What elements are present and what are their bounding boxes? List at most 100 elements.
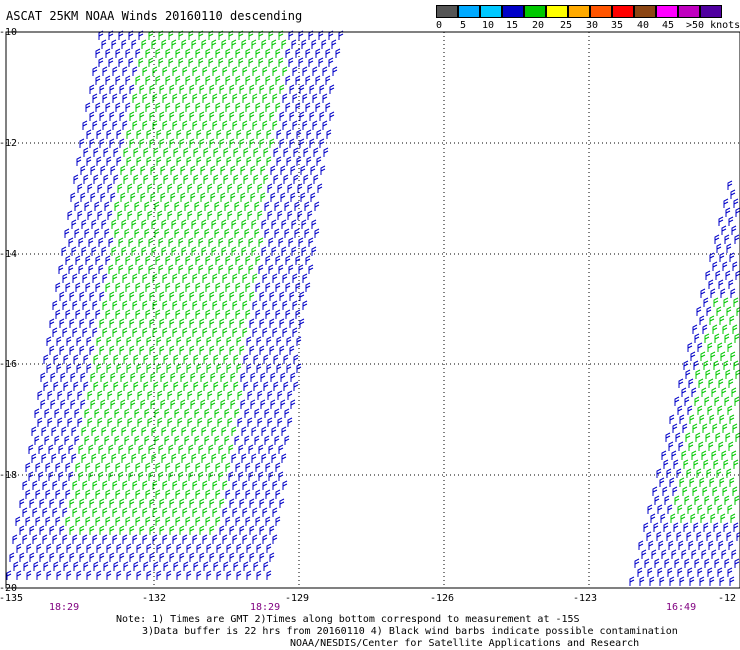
wind-barb (275, 462, 281, 472)
wind-barb (118, 471, 124, 481)
wind-barb (195, 489, 201, 499)
wind-barb (124, 228, 130, 238)
wind-barb (148, 237, 154, 247)
wind-barb (81, 453, 87, 463)
wind-barb (48, 444, 54, 454)
wind-barb (163, 561, 169, 571)
wind-barb (123, 381, 129, 391)
wind-barb (229, 138, 235, 148)
wind-barb (172, 93, 178, 103)
wind-barb (223, 381, 229, 391)
wind-barb (326, 129, 332, 139)
wind-barb (137, 210, 143, 220)
wind-barb (66, 570, 72, 580)
wind-barb (706, 468, 712, 478)
wind-barb (199, 291, 205, 301)
wind-barb (262, 273, 268, 283)
wind-barb (717, 567, 723, 577)
wind-barb (126, 363, 132, 373)
wind-barb (224, 408, 230, 418)
wind-barb (242, 534, 248, 544)
wind-barb (85, 309, 91, 319)
wind-barb (281, 39, 287, 49)
wind-barb (308, 57, 314, 67)
wind-barb (92, 93, 98, 103)
wind-barb (202, 66, 208, 76)
wind-barb (296, 129, 302, 139)
wind-barb (670, 513, 676, 523)
wind-barb (89, 84, 95, 94)
wind-barb (35, 489, 41, 499)
wind-barb (194, 228, 200, 238)
wind-barb (106, 363, 112, 373)
wind-barb (116, 336, 122, 346)
wind-barb (189, 318, 195, 328)
wind-barb (112, 327, 118, 337)
wind-barb (175, 516, 181, 526)
wind-barb (209, 84, 215, 94)
wind-barb (257, 210, 263, 220)
wind-barb (31, 426, 37, 436)
wind-barb (311, 246, 317, 256)
wind-barb (292, 93, 298, 103)
wind-barb (178, 264, 184, 274)
wind-barb (727, 342, 733, 352)
wind-barb (97, 417, 103, 427)
wind-barb (119, 345, 125, 355)
wind-barb (291, 219, 297, 229)
wind-barb (81, 219, 87, 229)
wind-barb (193, 381, 199, 391)
colorbar-cell-5 (524, 5, 546, 18)
wind-barb (129, 525, 135, 535)
wind-barb (279, 498, 285, 508)
wind-barb (698, 540, 704, 550)
wind-barb (195, 309, 201, 319)
wind-barb (729, 477, 735, 487)
wind-barb (92, 327, 98, 337)
wind-barb (133, 147, 139, 157)
wind-barb (279, 318, 285, 328)
wind-barb (215, 282, 221, 292)
wind-barb (141, 246, 147, 256)
wind-barb (115, 75, 121, 85)
wind-barb (52, 480, 58, 490)
wind-barb (273, 174, 279, 184)
wind-barb (660, 513, 666, 523)
wind-barb (261, 426, 267, 436)
wind-barb (145, 255, 151, 265)
wind-barb (56, 336, 62, 346)
wind-barb (303, 174, 309, 184)
wind-barb (212, 93, 218, 103)
wind-barb (135, 255, 141, 265)
wind-barb (208, 237, 214, 247)
wind-barb (105, 489, 111, 499)
wind-barb (242, 66, 248, 76)
wind-barb (203, 381, 209, 391)
wind-barb (150, 165, 156, 175)
wind-barb (276, 156, 282, 166)
wind-barb (154, 408, 160, 418)
wind-barb (713, 522, 719, 532)
wind-barb (199, 552, 205, 562)
wind-barb (122, 507, 128, 517)
wind-barb (35, 462, 41, 472)
wind-barb (179, 498, 185, 508)
wind-barb (161, 219, 167, 229)
wind-barb (671, 549, 677, 559)
wind-barb (246, 363, 252, 373)
wind-barb (262, 507, 268, 517)
wind-barb (86, 129, 92, 139)
wind-barb (146, 363, 152, 373)
wind-barb (152, 534, 158, 544)
wind-barb (728, 540, 734, 550)
wind-barb (100, 399, 106, 409)
wind-barb (183, 354, 189, 364)
wind-barb (708, 540, 714, 550)
wind-barb (45, 462, 51, 472)
wind-barb (237, 183, 243, 193)
wind-barb (685, 432, 691, 442)
wind-barb (82, 300, 88, 310)
wind-barb (720, 288, 726, 298)
wind-barb (89, 111, 95, 121)
wind-barb (211, 219, 217, 229)
